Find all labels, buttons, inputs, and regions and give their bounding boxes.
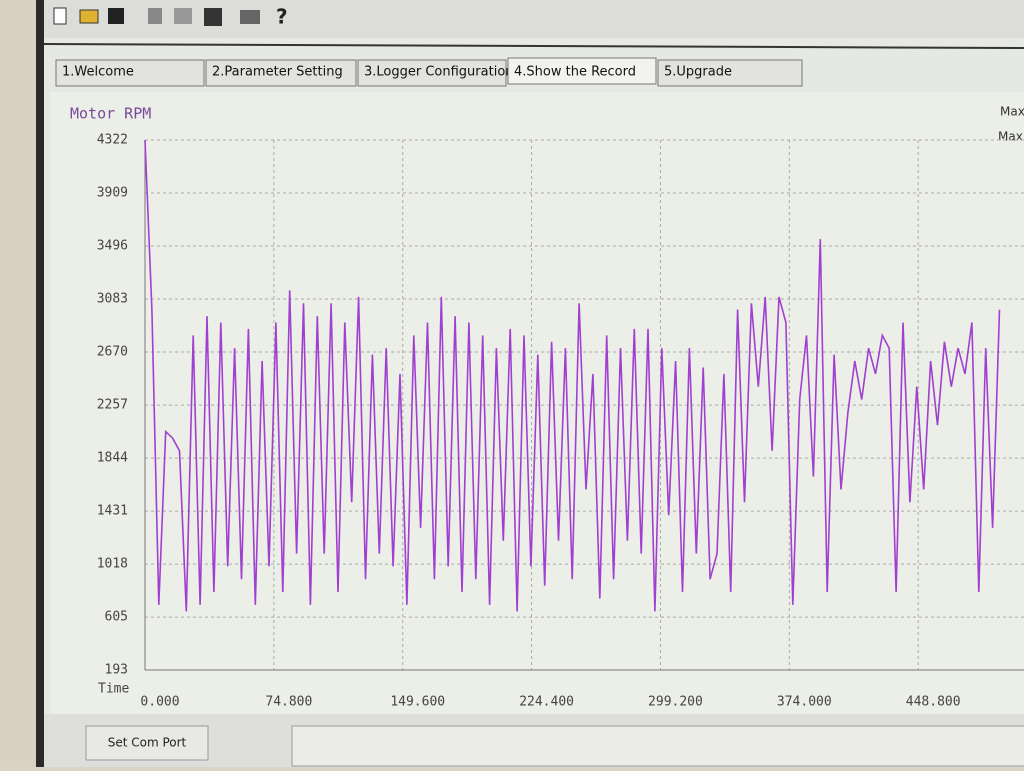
x-tick-label: 299.200 xyxy=(648,695,703,710)
help-icon[interactable]: ? xyxy=(276,5,288,29)
divider xyxy=(43,43,1024,49)
tab[interactable] xyxy=(507,57,657,85)
print-icon[interactable] xyxy=(240,10,260,24)
x-tick-label: 149.600 xyxy=(390,695,445,710)
y-tick-label: 3083 xyxy=(97,292,128,307)
tab-label[interactable]: 4.Show the Record xyxy=(514,65,636,80)
tab-label[interactable]: 2.Parameter Setting xyxy=(212,65,343,80)
tab[interactable] xyxy=(657,59,803,87)
tab[interactable] xyxy=(55,59,205,87)
status-field xyxy=(291,725,1024,767)
new-icon[interactable] xyxy=(53,7,67,25)
button-label[interactable]: Set Com Port xyxy=(108,736,187,750)
max-label: Max xyxy=(1000,105,1024,119)
tab-label[interactable]: 5.Upgrade xyxy=(664,65,732,80)
paste-icon[interactable] xyxy=(204,8,222,26)
y-tick-label: 2670 xyxy=(97,345,128,360)
x-tick-label: 74.800 xyxy=(265,695,312,710)
y-tick-label: 3909 xyxy=(97,186,128,201)
x-tick-label: 0.000 xyxy=(140,695,179,710)
x-tick-label: 224.400 xyxy=(519,695,574,710)
bezel-edge xyxy=(0,0,36,767)
save-icon[interactable] xyxy=(108,8,124,24)
y-tick-label: 4322 xyxy=(97,133,128,148)
y-tick-label: 605 xyxy=(105,610,128,625)
x-tick-label: 448.800 xyxy=(906,695,961,710)
x-axis-label: Time xyxy=(98,682,129,697)
tab-bar: 1.Welcome 2.Parameter Setting 3.Logger Con… xyxy=(55,57,803,87)
data-line xyxy=(144,139,1001,612)
toolbar-icons: ? xyxy=(53,5,288,29)
bezel xyxy=(36,0,44,767)
max-label: Max. xyxy=(998,130,1024,144)
tab[interactable] xyxy=(205,59,357,87)
tab-label[interactable]: 3.Logger Configuration xyxy=(364,65,514,80)
y-tick-label: 1431 xyxy=(97,504,128,519)
y-tick-label: 1018 xyxy=(97,557,128,572)
tab-label[interactable]: 1.Welcome xyxy=(62,65,134,80)
copy-icon[interactable] xyxy=(174,8,192,24)
plot: 193 605 1018 1431 1844 2257 2670 3083 3496 3909 43… xyxy=(97,133,1024,710)
y-axis-label: Motor RPM xyxy=(70,105,151,123)
button[interactable] xyxy=(85,725,209,761)
cut-icon[interactable] xyxy=(148,8,162,24)
tab[interactable] xyxy=(357,59,507,87)
y-tick-label: 1844 xyxy=(97,451,128,466)
open-icon[interactable] xyxy=(79,9,99,24)
y-tick-label: 2257 xyxy=(97,398,128,413)
y-tick-label: 3496 xyxy=(97,239,128,254)
y-tick-label: 193 xyxy=(105,663,128,678)
x-tick-label: 374.000 xyxy=(777,695,832,710)
